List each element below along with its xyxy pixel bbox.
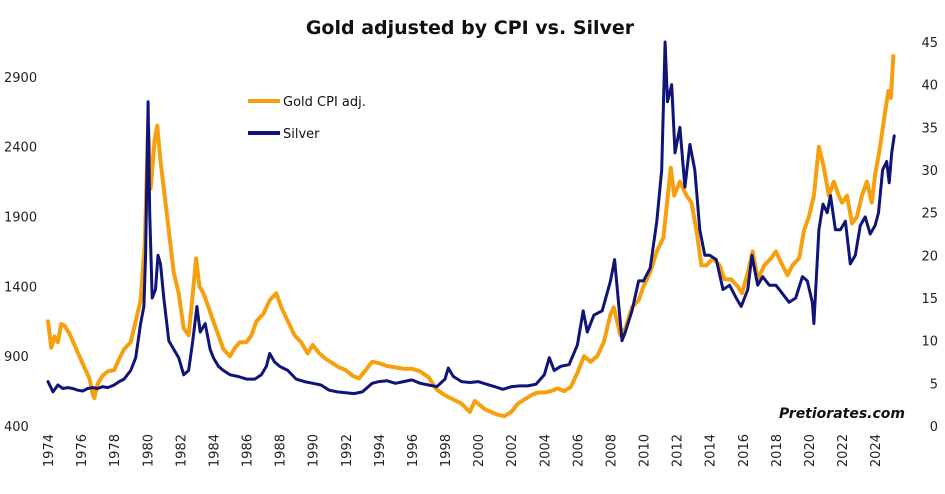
x-tick-label: 2020 [803, 434, 818, 467]
x-tick-label: 2022 [836, 434, 851, 467]
y-right-tick-label: 5 [930, 377, 938, 392]
y-right-tick-label: 20 [921, 249, 938, 264]
series-layer [46, 40, 896, 419]
x-tick-label: 1994 [373, 434, 388, 467]
x-tick-label: 2002 [505, 434, 520, 467]
y-right-tick-label: 35 [921, 121, 938, 136]
y-left-tick-label: 1900 [4, 211, 37, 226]
x-tick-label: 1996 [406, 434, 421, 467]
y-right-tick-label: 30 [921, 164, 938, 179]
y-left-tick-label: 900 [4, 350, 29, 365]
x-tick-label: 1974 [42, 434, 57, 467]
legend-label-silver: Silver [283, 127, 320, 142]
left-axis: 400 900 1400 1900 2400 2900 [4, 71, 37, 435]
x-tick-label: 2010 [638, 434, 653, 467]
x-axis: 1974 1976 1978 1980 1982 1984 1986 1988 1990 1992… [42, 434, 884, 467]
x-tick-label: 2014 [704, 434, 719, 467]
x-tick-label: 2000 [472, 434, 487, 467]
legend-label-gold: Gold CPI adj. [283, 95, 366, 110]
y-left-tick-label: 400 [4, 420, 29, 435]
x-tick-label: 1982 [174, 434, 189, 467]
x-tick-label: 2024 [869, 434, 884, 467]
x-tick-label: 2016 [737, 434, 752, 467]
y-right-tick-label: 10 [921, 335, 938, 350]
y-left-tick-label: 1400 [4, 280, 37, 295]
y-right-tick-label: 40 [921, 79, 938, 94]
x-tick-label: 2018 [770, 434, 785, 467]
watermark: Pretiorates.com [779, 406, 905, 422]
x-tick-label: 1984 [207, 434, 222, 467]
gold-cpi-series-line [46, 54, 896, 419]
x-tick-label: 2004 [538, 434, 553, 467]
x-tick-label: 1992 [340, 434, 355, 467]
y-left-tick-label: 2900 [4, 71, 37, 86]
x-tick-label: 2006 [571, 434, 586, 467]
x-tick-label: 2008 [604, 434, 619, 467]
x-tick-label: 1980 [141, 434, 156, 467]
chart-title: Gold adjusted by CPI vs. Silver [306, 17, 635, 39]
right-axis: 0 5 10 15 20 25 30 35 40 45 [921, 36, 938, 435]
y-left-tick-label: 2400 [4, 141, 37, 156]
x-tick-label: 1978 [108, 434, 123, 467]
x-tick-label: 1976 [75, 434, 90, 467]
x-tick-label: 2012 [671, 434, 686, 467]
silver-series-line [46, 40, 896, 396]
y-right-tick-label: 0 [930, 420, 938, 435]
x-tick-label: 1990 [307, 434, 322, 467]
x-tick-label: 1988 [274, 434, 289, 467]
legend: Gold CPI adj. Silver [248, 95, 366, 142]
y-right-tick-label: 45 [921, 36, 938, 51]
y-right-tick-label: 15 [921, 292, 938, 307]
x-tick-label: 1986 [241, 434, 256, 467]
x-tick-label: 1998 [439, 434, 454, 467]
y-right-tick-label: 25 [921, 207, 938, 222]
